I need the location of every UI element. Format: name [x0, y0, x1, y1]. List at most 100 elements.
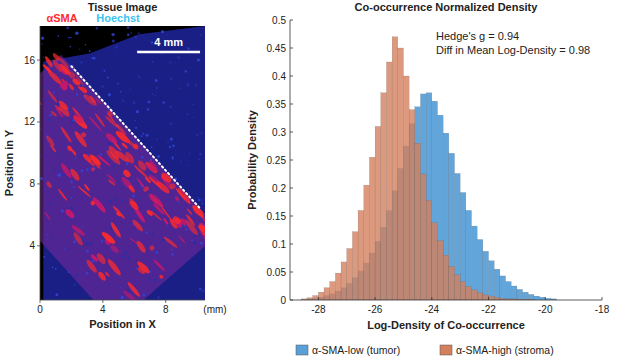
legend-label: α-SMA-high (stroma)	[456, 344, 554, 356]
nucleus-speckle	[138, 76, 141, 79]
nucleus-speckle	[104, 70, 106, 72]
nucleus-speckle	[154, 95, 156, 97]
nucleus-speckle	[134, 36, 137, 39]
histogram-bar	[313, 296, 319, 300]
asma-streak	[185, 214, 196, 227]
tissue-image	[40, 26, 205, 300]
nucleus-speckle	[154, 258, 155, 259]
nucleus-speckle	[135, 127, 137, 129]
asma-streak	[94, 112, 106, 127]
nucleus-speckle	[197, 59, 200, 62]
nucleus-speckle	[127, 34, 129, 36]
asma-streak	[148, 244, 155, 251]
histogram-bar	[449, 266, 455, 300]
histogram-bar	[347, 248, 353, 300]
nucleus-speckle	[150, 271, 152, 273]
asma-streak	[178, 235, 186, 244]
asma-streak	[88, 116, 102, 132]
nucleus-speckle	[55, 293, 58, 296]
nucleus-speckle	[86, 168, 89, 171]
nucleus-speckle	[120, 91, 122, 93]
nucleus-speckle	[149, 171, 151, 173]
y-tick-label: 8	[29, 178, 35, 189]
nucleus-speckle	[127, 26, 130, 29]
nucleus-speckle	[146, 134, 149, 137]
asma-streak	[72, 231, 85, 247]
asma-streak	[85, 258, 99, 274]
histogram-bar	[381, 93, 387, 300]
x-tick	[318, 297, 319, 300]
y-tick	[290, 272, 293, 273]
nucleus-speckle	[189, 193, 190, 194]
asma-streak	[163, 236, 179, 249]
histogram-bar	[437, 241, 443, 300]
nucleus-speckle	[51, 239, 53, 241]
histogram-bar	[415, 107, 421, 300]
nucleus-speckle	[138, 196, 140, 198]
bars	[301, 37, 556, 300]
scale-bar-label: 4 mm	[154, 36, 183, 48]
histogram-bar	[324, 288, 330, 300]
histogram-bar	[517, 289, 523, 300]
asma-streak	[89, 153, 103, 167]
nucleus-speckle	[115, 46, 118, 49]
x-axis	[40, 300, 205, 301]
asma-streak	[91, 196, 107, 214]
nucleus-speckle	[81, 226, 83, 228]
nucleus-speckle	[154, 279, 157, 282]
nucleus-speckle	[177, 56, 180, 59]
y-tick-label: 0.4	[272, 71, 286, 82]
nucleus-speckle	[70, 37, 72, 39]
nucleus-speckle	[196, 134, 198, 136]
asma-streak	[45, 135, 56, 148]
y-tick-label: 0.45	[267, 43, 287, 54]
y-tick	[290, 160, 293, 161]
x-axis	[290, 300, 602, 301]
y-tick	[290, 132, 293, 133]
asma-streak	[109, 243, 120, 254]
nucleus-speckle	[73, 186, 75, 188]
x-tick-label: -20	[538, 304, 553, 315]
asma-streak	[64, 208, 76, 220]
nucleus-speckle	[193, 234, 196, 237]
y-tick	[290, 244, 293, 245]
histogram-bar	[352, 232, 358, 300]
nucleus-speckle	[122, 221, 123, 222]
histogram-bar	[426, 93, 432, 300]
x-unit-label: (mm)	[203, 304, 226, 315]
nucleus-speckle	[190, 100, 191, 101]
nucleus-speckle	[136, 110, 139, 113]
asma-streak	[107, 144, 122, 161]
nucleus-speckle	[41, 37, 44, 40]
histogram-bar	[511, 286, 517, 300]
nucleus-speckle	[41, 43, 42, 44]
nucleus-speckle	[70, 46, 72, 48]
nucleus-speckle	[156, 87, 158, 89]
legend-swatch	[296, 345, 308, 355]
nucleus-speckle	[67, 271, 69, 273]
nucleus-speckle	[193, 117, 194, 118]
nucleus-speckle	[178, 202, 180, 204]
nucleus-speckle	[114, 197, 117, 200]
stroma-underlay	[40, 55, 205, 300]
x-tick-label: -24	[425, 304, 440, 315]
asma-streak	[133, 144, 139, 150]
nucleus-speckle	[54, 169, 56, 171]
nucleus-speckle	[58, 173, 61, 176]
y-tick	[290, 104, 293, 105]
asma-streak	[148, 159, 159, 173]
nucleus-speckle	[187, 83, 190, 86]
y-axis	[40, 26, 41, 300]
nucleus-speckle	[155, 251, 158, 254]
nucleus-speckle	[200, 34, 202, 36]
asma-streak	[84, 184, 91, 192]
nucleus-speckle	[57, 154, 60, 157]
nucleus-speckle	[80, 61, 83, 64]
nucleus-speckle	[138, 32, 140, 34]
nucleus-speckle	[202, 289, 205, 292]
asma-streak	[169, 182, 177, 190]
histogram-bar	[483, 295, 489, 300]
legend-label: α-SMA-low (tumor)	[312, 344, 400, 356]
nucleus-speckle	[147, 108, 150, 111]
nucleus-speckle	[179, 87, 180, 88]
